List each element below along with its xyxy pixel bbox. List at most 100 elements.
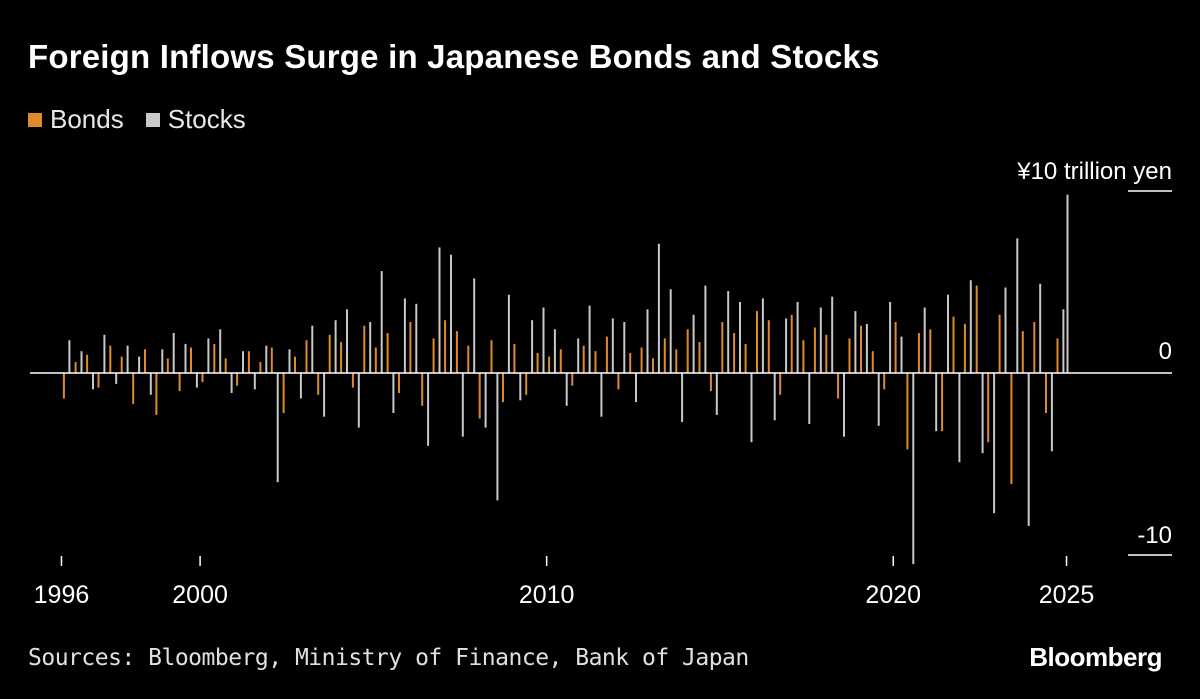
bonds-bar [478,373,481,419]
stocks-bar [369,322,372,373]
bonds-bar [536,353,539,373]
bonds-bar [155,373,158,415]
bonds-bar [1033,322,1036,373]
bonds-bar [686,329,689,373]
bonds-bar [652,358,654,373]
bonds-bar [455,331,458,373]
bonds-bar [190,347,192,373]
bonds-bar [571,373,574,386]
bonds-bar [548,356,551,373]
legend-swatch-bonds [28,112,42,127]
bonds-bar [120,356,123,373]
stocks-bar [623,322,626,373]
x-tick-label: 2025 [1039,581,1095,609]
y-tick-label: ¥10 trillion yen [1016,158,1172,185]
stocks-bar [1004,287,1007,373]
bonds-bar [860,325,862,373]
stocks-bar [657,243,660,373]
bonds-bar [363,325,366,373]
bonds-bar [305,340,308,373]
bonds-bar [525,373,528,395]
bonds-bar [871,351,874,373]
stocks-bar [600,373,603,417]
stocks-bar [646,309,649,373]
stocks-bar [900,336,903,373]
y-tick-label: 0 [1159,338,1172,365]
bonds-bar [224,358,227,373]
stocks-bar [692,314,695,373]
chart-title: Foreign Inflows Surge in Japanese Bonds … [28,38,880,75]
stocks-bar [912,373,915,565]
stocks-bar [461,373,464,437]
bonds-bar [917,333,920,373]
bonds-bar [975,285,978,373]
bonds-bar [1056,338,1059,373]
bonds-bar [582,345,585,373]
stocks-bar [1066,194,1069,373]
bonds-bar [432,338,435,373]
bonds-bar [513,343,516,373]
bonds-bar [201,373,204,383]
stocks-bar [877,373,880,426]
stocks-bar [207,338,210,373]
stocks-bar [92,373,94,390]
stocks-bar [80,351,83,373]
bonds-bar [270,347,273,373]
stocks-bar [184,343,187,373]
bonds-bar [629,353,632,373]
bonds-bar [744,343,747,373]
bonds-bar [86,354,89,373]
bonds-bar [605,336,608,373]
bonds-bar [444,320,447,373]
stocks-bar [138,356,141,373]
bonds-bar [490,340,493,373]
bonds-bar [398,373,400,393]
bonds-bar [247,351,250,373]
legend-item-stocks: Stocks [145,104,246,135]
stocks-bar [588,305,591,373]
stocks-bar [380,271,383,373]
bonds-bar [109,345,112,373]
bonds-bar [883,373,886,390]
bonds-bar [825,334,828,373]
stocks-bar [715,373,718,415]
stocks-bar [311,325,314,373]
bonds-bar [640,347,643,373]
bonds-bar [317,373,320,395]
stocks-bar [773,373,776,421]
stocks-bar [242,351,244,373]
bonds-bar [998,314,1001,373]
stocks-bar [357,373,360,428]
stocks-bar [450,254,452,373]
stocks-bar [1062,309,1065,373]
stocks-bar [923,307,926,373]
stocks-bar [288,349,291,373]
stocks-bar [473,278,476,373]
stocks-bar [958,373,961,463]
stocks-bar [704,285,707,373]
x-tick-label: 2020 [865,581,921,609]
bonds-bar [756,311,758,373]
bonds-bar [698,342,701,373]
stocks-bar [531,320,534,373]
bonds-bar [1045,373,1047,413]
bonds-bar [813,327,816,373]
x-tick-label: 2010 [519,581,575,609]
stocks-bar [195,373,198,388]
bonds-bar [663,338,666,373]
stocks-bar [635,373,637,403]
bonds-bar [894,322,897,373]
stocks-bar [299,373,302,399]
bonds-bar [386,333,389,373]
stocks-bar [276,373,279,483]
stocks-bar [392,373,395,413]
bonds-bar [351,373,354,388]
stocks-bar [993,373,996,514]
stocks-bar [577,338,580,373]
bonds-bar [802,340,805,373]
source-note: Sources: Bloomberg, Ministry of Finance,… [28,645,749,671]
legend-item-bonds: Bonds [28,104,124,135]
bonds-bar [340,342,343,373]
bonds-bar [74,362,77,373]
stocks-bar [969,280,972,373]
